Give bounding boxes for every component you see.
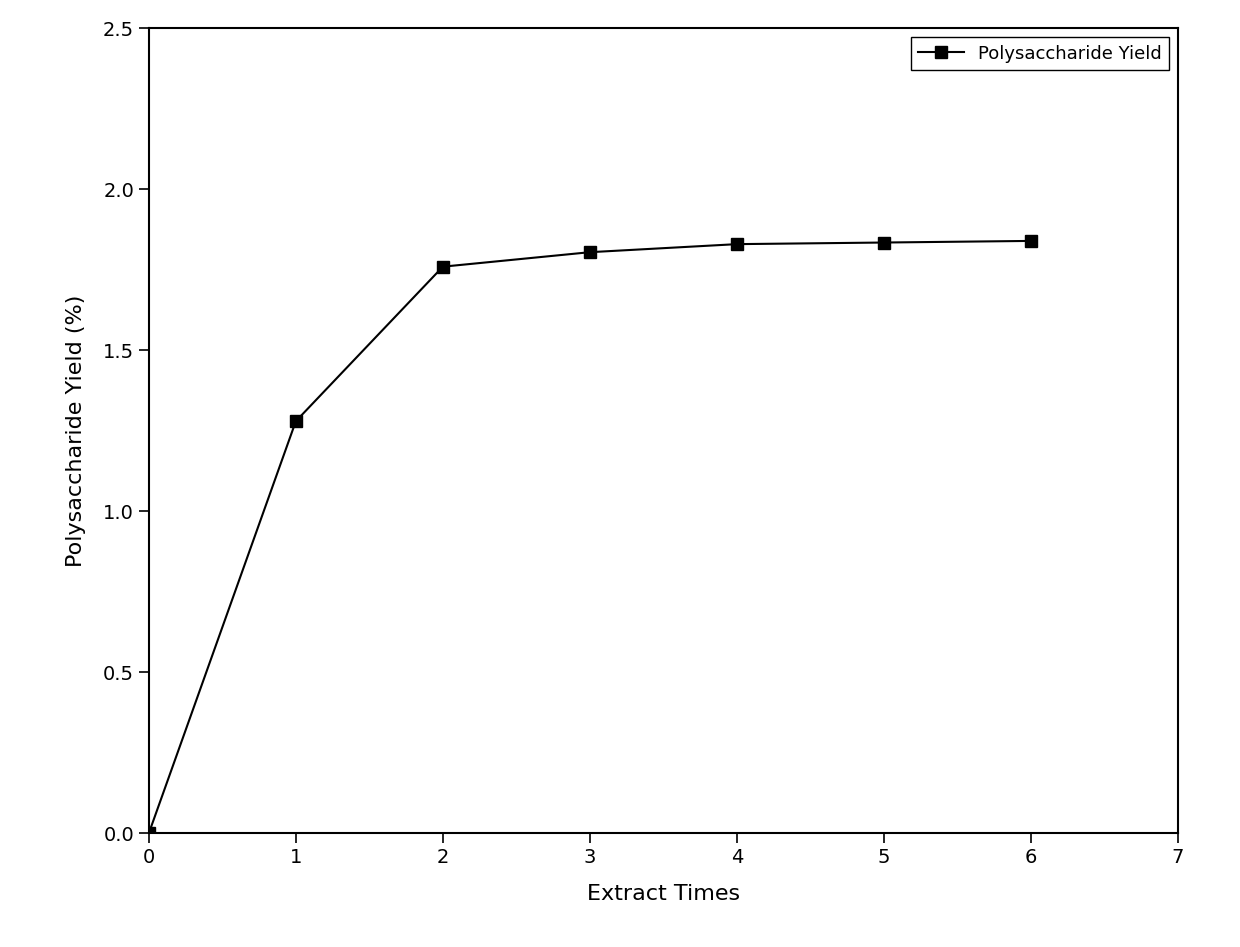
X-axis label: Extract Times: Extract Times: [587, 884, 740, 903]
Polysaccharide Yield: [435, 261, 450, 273]
Polysaccharide Yield: [729, 239, 744, 250]
Polysaccharide Yield: [877, 237, 892, 248]
Polysaccharide Yield: [289, 416, 304, 427]
Line: Polysaccharide Yield: Polysaccharide Yield: [144, 236, 1037, 839]
Polysaccharide Yield: [141, 828, 156, 839]
Polysaccharide Yield: [583, 246, 598, 258]
Polysaccharide Yield: [1023, 235, 1038, 246]
Y-axis label: Polysaccharide Yield (%): Polysaccharide Yield (%): [67, 295, 87, 567]
Legend: Polysaccharide Yield: Polysaccharide Yield: [911, 38, 1169, 70]
